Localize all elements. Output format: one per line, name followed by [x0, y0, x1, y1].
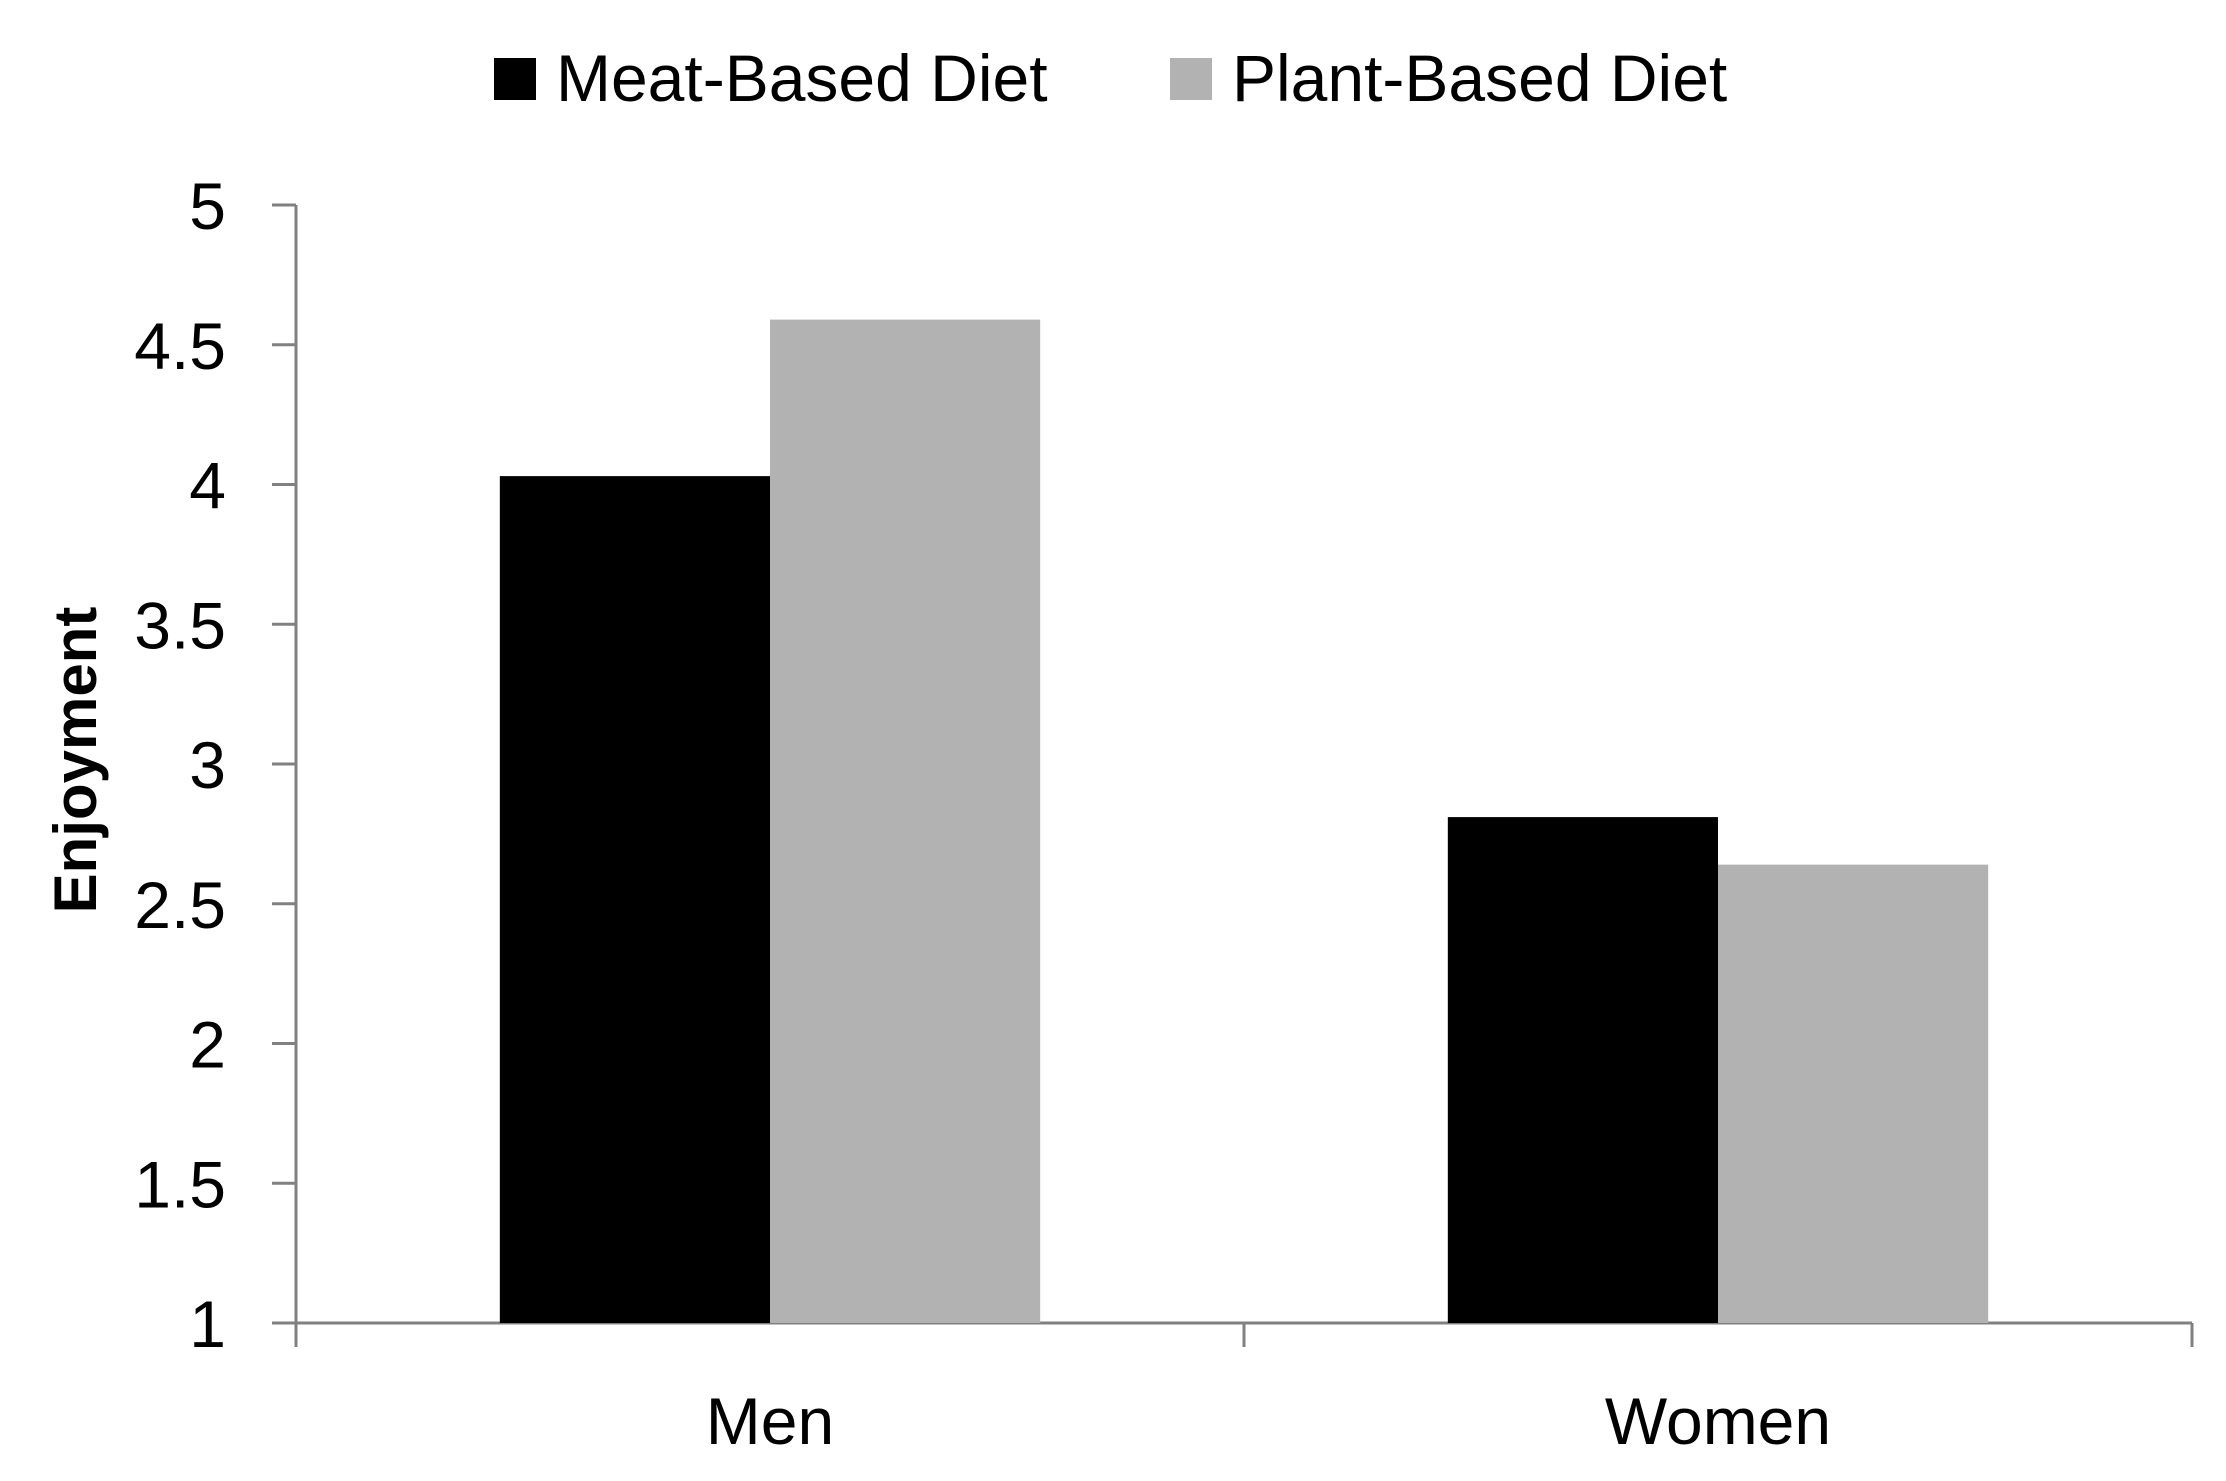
legend-swatch: [1170, 58, 1212, 100]
y-tick-label: 1.5: [134, 1147, 226, 1221]
legend-label: Plant-Based Diet: [1232, 41, 1727, 115]
bar-plant-based-diet-men: [770, 319, 1041, 1324]
y-tick-label: 2.5: [134, 868, 226, 942]
bar-meat-based-diet-women: [1447, 817, 1718, 1323]
bar-plant-based-diet-women: [1718, 864, 1989, 1323]
y-tick-label: 5: [189, 169, 226, 243]
x-category-label: Women: [1605, 1384, 1831, 1458]
legend-label: Meat-Based Diet: [556, 41, 1048, 115]
y-tick-label: 4: [189, 449, 226, 523]
y-axis-title: Enjoyment: [42, 607, 109, 914]
bars: [499, 319, 1989, 1324]
x-category-label: Men: [706, 1384, 834, 1458]
legend: Meat-Based Diet Plant-Based Diet: [494, 41, 1727, 115]
y-tick-label: 1: [189, 1287, 226, 1361]
y-tick-label: 4.5: [134, 309, 226, 383]
y-tick-label: 3: [189, 728, 226, 802]
axes: 1 1.5 2 2.5 3 3.5 4 4.5 5 Men Women: [134, 169, 2194, 1458]
bar-meat-based-diet-men: [499, 476, 770, 1323]
y-tick-label: 3.5: [134, 588, 226, 662]
legend-swatch: [494, 58, 536, 100]
y-tick-label: 2: [189, 1008, 226, 1082]
